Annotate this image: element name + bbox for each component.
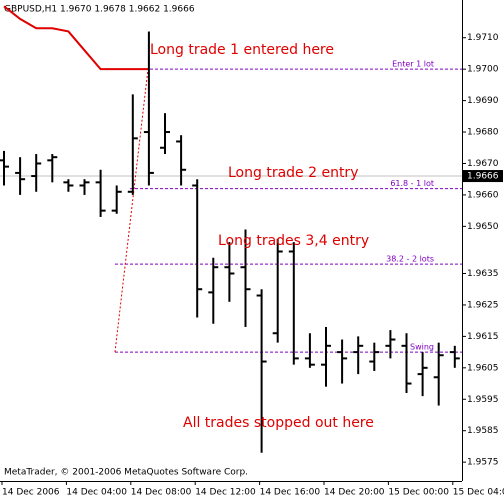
annotation: Long trades 3,4 entry bbox=[218, 233, 369, 249]
fib-trendline bbox=[114, 69, 149, 353]
y-tick-label: 1.9615 bbox=[467, 332, 499, 342]
y-tick-label: 1.9635 bbox=[467, 269, 499, 279]
y-tick-label: 1.9680 bbox=[467, 128, 499, 138]
y-tick-label: 1.9710 bbox=[467, 33, 499, 43]
x-tick-label: 14 Dec 04:00 bbox=[66, 488, 127, 498]
last-price-box bbox=[463, 170, 503, 183]
level-label: 61.8 - 1 lot bbox=[390, 179, 434, 188]
indicator-line bbox=[3, 5, 149, 71]
level-label: Swing bbox=[410, 343, 434, 352]
x-tick-label: 14 Dec 16:00 bbox=[260, 488, 321, 498]
y-tick-label: 1.9700 bbox=[467, 65, 499, 75]
x-tick-label: 15 Dec 04:00 bbox=[453, 488, 504, 498]
y-tick-label: 1.9585 bbox=[467, 426, 499, 436]
x-tick-label: 14 Dec 20:00 bbox=[324, 488, 385, 498]
x-tick-label: 14 Dec 2006 bbox=[2, 488, 60, 498]
y-tick-label: 1.9690 bbox=[467, 96, 499, 106]
x-tick-label: 14 Dec 08:00 bbox=[131, 488, 192, 498]
y-tick-label: 1.9660 bbox=[467, 190, 499, 200]
level-label: Enter 1 lot bbox=[392, 60, 434, 69]
y-tick-label: 1.9650 bbox=[467, 222, 499, 232]
annotation: All trades stopped out here bbox=[183, 415, 374, 431]
last-price-label: 1.9666 bbox=[467, 172, 499, 182]
annotation: Long trade 2 entry bbox=[228, 165, 358, 181]
chart-title: GBPUSD,H1 1.9670 1.9678 1.9662 1.9666 bbox=[4, 5, 195, 15]
y-tick-label: 1.9625 bbox=[467, 300, 499, 310]
y-tick-label: 1.9575 bbox=[467, 458, 499, 468]
annotation: Long trade 1 entered here bbox=[150, 42, 334, 58]
level-label: 38.2 - 2 lots bbox=[386, 255, 434, 264]
y-tick-label: 1.9670 bbox=[467, 159, 499, 169]
footer: MetaTrader, © 2001-2006 MetaQuotes Softw… bbox=[4, 468, 248, 478]
x-tick-label: 15 Dec 00:00 bbox=[388, 488, 449, 498]
y-tick-label: 1.9595 bbox=[467, 395, 499, 405]
y-tick-label: 1.9605 bbox=[467, 363, 499, 373]
x-tick-label: 14 Dec 12:00 bbox=[195, 488, 256, 498]
